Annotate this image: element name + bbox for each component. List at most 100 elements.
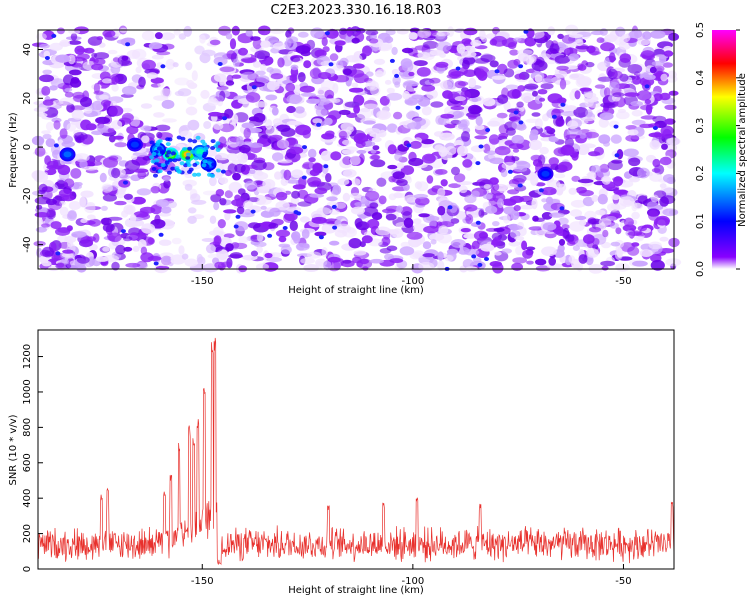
heatmap-cell: [508, 143, 524, 150]
heatmap-cell: [649, 140, 661, 150]
heatmap-cell: [326, 28, 339, 39]
heatmap-cell: [175, 168, 181, 173]
heatmap-cell: [535, 182, 546, 187]
heatmap-cell: [318, 235, 324, 240]
heatmap-cell: [346, 27, 353, 37]
heatmap-cell: [521, 240, 528, 251]
heatmap-cell: [80, 218, 88, 224]
heatmap-cell: [291, 169, 304, 179]
heatmap-cell: [321, 247, 328, 258]
heatmap-cell: [136, 188, 152, 196]
heatmap-cell: [571, 264, 581, 269]
heatmap-cell: [68, 201, 82, 210]
heatmap-cell: [523, 29, 529, 34]
heatmap-cell: [315, 106, 328, 118]
heatmap-cell: [45, 121, 54, 131]
heatmap-cell: [295, 242, 310, 251]
heatmap-cell: [277, 57, 285, 68]
heatmap-cell: [241, 122, 255, 129]
heatmap-cell: [400, 165, 415, 176]
heatmap-cell: [294, 106, 305, 114]
heatmap-cell: [45, 138, 56, 148]
heatmap-cell: [486, 150, 496, 156]
heatmap-cell: [658, 54, 667, 64]
heatmap-cell: [373, 58, 386, 65]
heatmap-cell: [423, 225, 439, 234]
heatmap-cell: [39, 74, 54, 83]
heatmap-cell: [314, 231, 327, 237]
heatmap-cell: [342, 169, 357, 178]
heatmap-cell: [610, 241, 621, 247]
heatmap-cell: [511, 177, 525, 185]
heatmap-cell: [497, 94, 509, 104]
heatmap-cell: [101, 183, 113, 193]
heatmap-cell: [36, 33, 47, 41]
heatmap-cell: [243, 200, 253, 209]
heatmap-cell: [664, 118, 676, 125]
snr-y-tick-label: 1000: [22, 379, 33, 404]
heatmap-cell: [339, 57, 349, 67]
heatmap-cell: [392, 171, 405, 180]
heatmap-cell: [341, 149, 355, 155]
heatmap-cell: [296, 211, 302, 216]
heatmap-cell: [560, 102, 566, 107]
heatmap-cell: [535, 258, 547, 266]
heatmap-cell: [217, 219, 226, 229]
colorbar-tick-label: 0.5: [695, 22, 706, 38]
heatmap-cell: [241, 153, 249, 163]
heatmap-cell: [302, 161, 315, 169]
heatmap-cell: [461, 131, 470, 142]
heatmap-cell: [186, 79, 195, 88]
heatmap-cell: [526, 28, 535, 39]
heatmap-cell: [468, 77, 477, 88]
heatmap-cell: [663, 50, 674, 57]
heatmap-x-ticks: -150 -100 -50: [191, 264, 632, 287]
heatmap-cell: [301, 229, 310, 239]
heatmap-cell: [440, 113, 455, 119]
heatmap-cell: [342, 192, 351, 202]
heatmap-cell: [612, 70, 623, 80]
heatmap-cell: [509, 225, 524, 231]
heatmap-cell: [154, 158, 160, 163]
heatmap-cell: [402, 90, 411, 100]
heatmap-cell: [359, 258, 370, 265]
heatmap-cell: [248, 222, 261, 229]
heatmap-cell: [178, 33, 187, 40]
heatmap-cell: [225, 243, 234, 252]
heatmap-cell: [526, 260, 534, 265]
heatmap-cell: [408, 71, 415, 77]
heatmap-x-tick-label: -100: [402, 276, 425, 287]
heatmap-cell: [534, 95, 543, 105]
heatmap-cell: [394, 152, 403, 161]
heatmap-cell: [612, 92, 625, 98]
heatmap-cell: [457, 145, 468, 157]
heatmap-cell: [401, 61, 414, 72]
heatmap-cell: [202, 190, 217, 196]
heatmap-cell: [123, 204, 136, 215]
heatmap-cell: [632, 75, 642, 85]
heatmap-cell: [372, 145, 380, 151]
heatmap-cell: [41, 223, 51, 228]
heatmap-cell: [213, 73, 227, 82]
heatmap-cell: [509, 49, 519, 56]
heatmap-cell: [337, 178, 350, 186]
heatmap-cell: [589, 51, 601, 55]
heatmap-cell: [501, 198, 517, 206]
heatmap-cell: [188, 167, 194, 172]
heatmap-cell: [634, 30, 643, 38]
heatmap-cell: [68, 40, 82, 45]
heatmap-cell: [215, 147, 221, 152]
heatmap-cell: [342, 259, 352, 264]
heatmap-cell: [547, 26, 556, 36]
heatmap-cell: [445, 146, 457, 156]
heatmap-y-tick-label: -20: [22, 188, 33, 204]
heatmap-cell: [322, 46, 330, 53]
heatmap-cell: [256, 232, 264, 242]
heatmap-cell: [513, 165, 528, 173]
snr-y-tick-label: 600: [22, 453, 33, 472]
heatmap-cell: [560, 144, 575, 156]
heatmap-cell: [150, 77, 164, 84]
heatmap-cell: [297, 31, 309, 38]
heatmap-cell: [475, 115, 483, 126]
heatmap-cell: [309, 193, 325, 198]
